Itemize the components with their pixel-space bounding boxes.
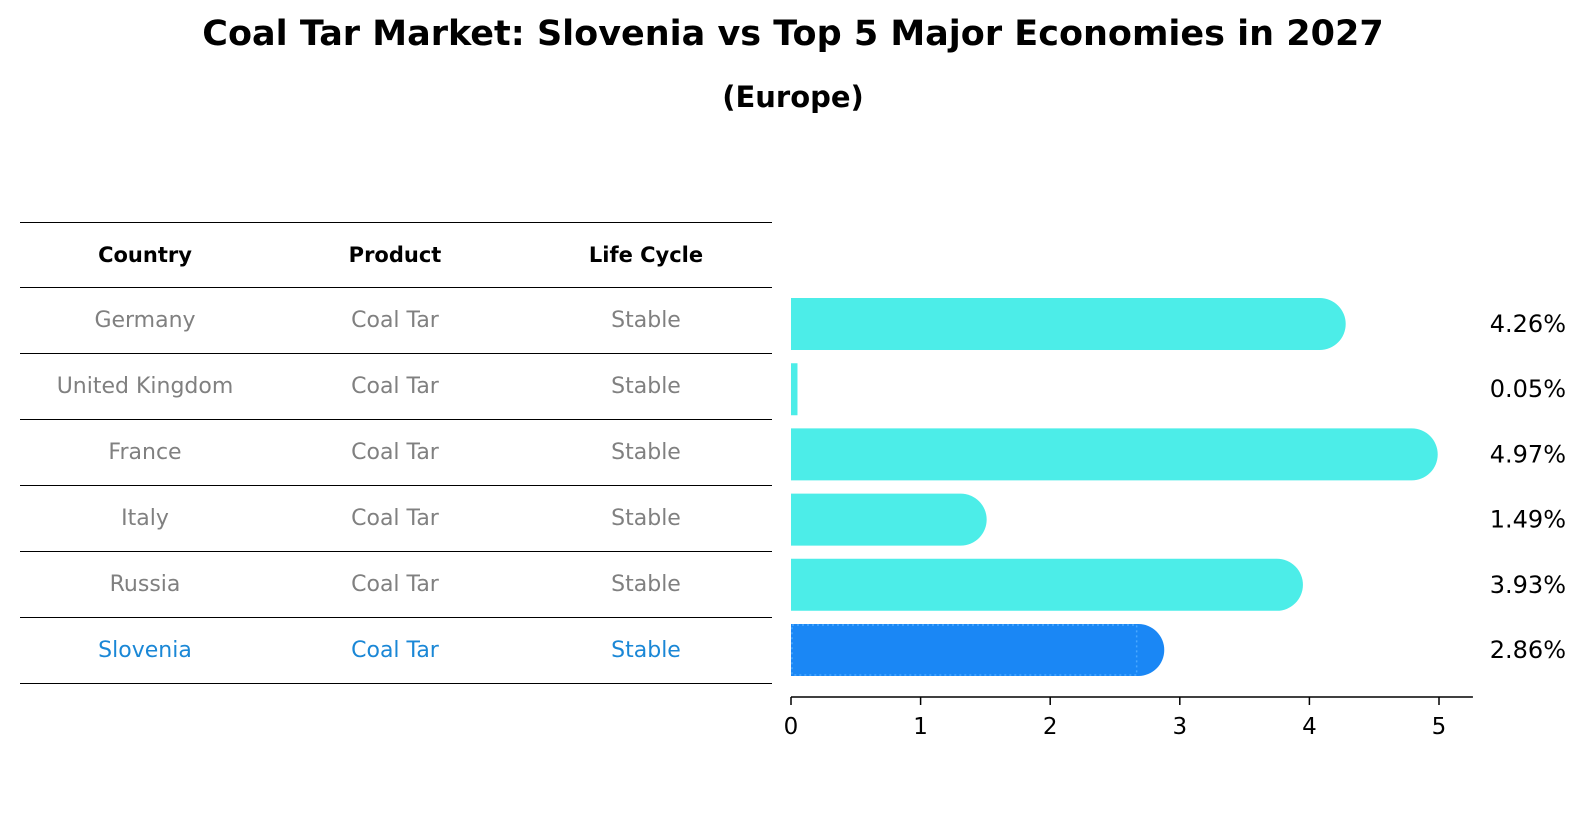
product-cell: Coal Tar bbox=[351, 374, 439, 399]
value-label: 1.49% bbox=[1490, 506, 1566, 534]
x-tick-label: 1 bbox=[913, 714, 928, 740]
bar-germany bbox=[791, 298, 1346, 350]
value-label: 2.86% bbox=[1490, 636, 1566, 664]
chart-subtitle: (Europe) bbox=[722, 80, 864, 114]
value-label: 4.26% bbox=[1490, 310, 1566, 338]
life-cycle-cell: Stable bbox=[611, 638, 681, 663]
x-tick-label: 2 bbox=[1043, 714, 1058, 740]
table-row: Russia Coal Tar Stable bbox=[20, 552, 772, 618]
product-cell: Coal Tar bbox=[351, 638, 439, 663]
life-cycle-cell: Stable bbox=[611, 506, 681, 531]
product-cell: Coal Tar bbox=[351, 506, 439, 531]
table-row-highlight: Slovenia Coal Tar Stable bbox=[20, 618, 772, 684]
x-tick-label: 3 bbox=[1172, 714, 1187, 740]
product-cell: Coal Tar bbox=[351, 308, 439, 333]
table-row: France Coal Tar Stable bbox=[20, 420, 772, 486]
x-tick-label: 4 bbox=[1302, 714, 1317, 740]
country-cell: France bbox=[108, 440, 182, 465]
table-row: Germany Coal Tar Stable bbox=[20, 288, 772, 354]
header-product: Product bbox=[348, 243, 442, 267]
value-label: 4.97% bbox=[1490, 440, 1566, 468]
x-tick-label: 0 bbox=[784, 714, 799, 740]
x-tick-label: 5 bbox=[1432, 714, 1447, 740]
country-cell: Russia bbox=[109, 572, 181, 597]
table-row: Italy Coal Tar Stable bbox=[20, 486, 772, 552]
country-cell: Italy bbox=[121, 506, 169, 531]
country-cell: Slovenia bbox=[98, 638, 192, 663]
header-country: Country bbox=[98, 243, 192, 267]
header-life-cycle: Life Cycle bbox=[588, 243, 704, 267]
chart-title: Coal Tar Market: Slovenia vs Top 5 Major… bbox=[202, 14, 1384, 54]
table-header-row: Country Product Life Cycle bbox=[20, 222, 772, 288]
value-label: 3.93% bbox=[1490, 571, 1566, 599]
product-cell: Coal Tar bbox=[351, 572, 439, 597]
country-cell: United Kingdom bbox=[56, 374, 234, 399]
life-cycle-cell: Stable bbox=[611, 374, 681, 399]
life-cycle-cell: Stable bbox=[611, 308, 681, 333]
value-label: 0.05% bbox=[1490, 375, 1566, 403]
table-row: United Kingdom Coal Tar Stable bbox=[20, 354, 772, 420]
country-cell: Germany bbox=[94, 308, 196, 333]
country-table: Country Product Life Cycle Germany Coal … bbox=[20, 222, 772, 684]
life-cycle-cell: Stable bbox=[611, 572, 681, 597]
bar-italy bbox=[791, 493, 987, 546]
bar-slovenia bbox=[791, 624, 1165, 676]
bar-france bbox=[791, 428, 1438, 481]
product-cell: Coal Tar bbox=[351, 440, 439, 465]
bar-united-kingdom bbox=[791, 363, 798, 416]
life-cycle-cell: Stable bbox=[611, 440, 681, 465]
bar-highlight-outline bbox=[791, 624, 1138, 676]
bar-russia bbox=[791, 558, 1303, 611]
